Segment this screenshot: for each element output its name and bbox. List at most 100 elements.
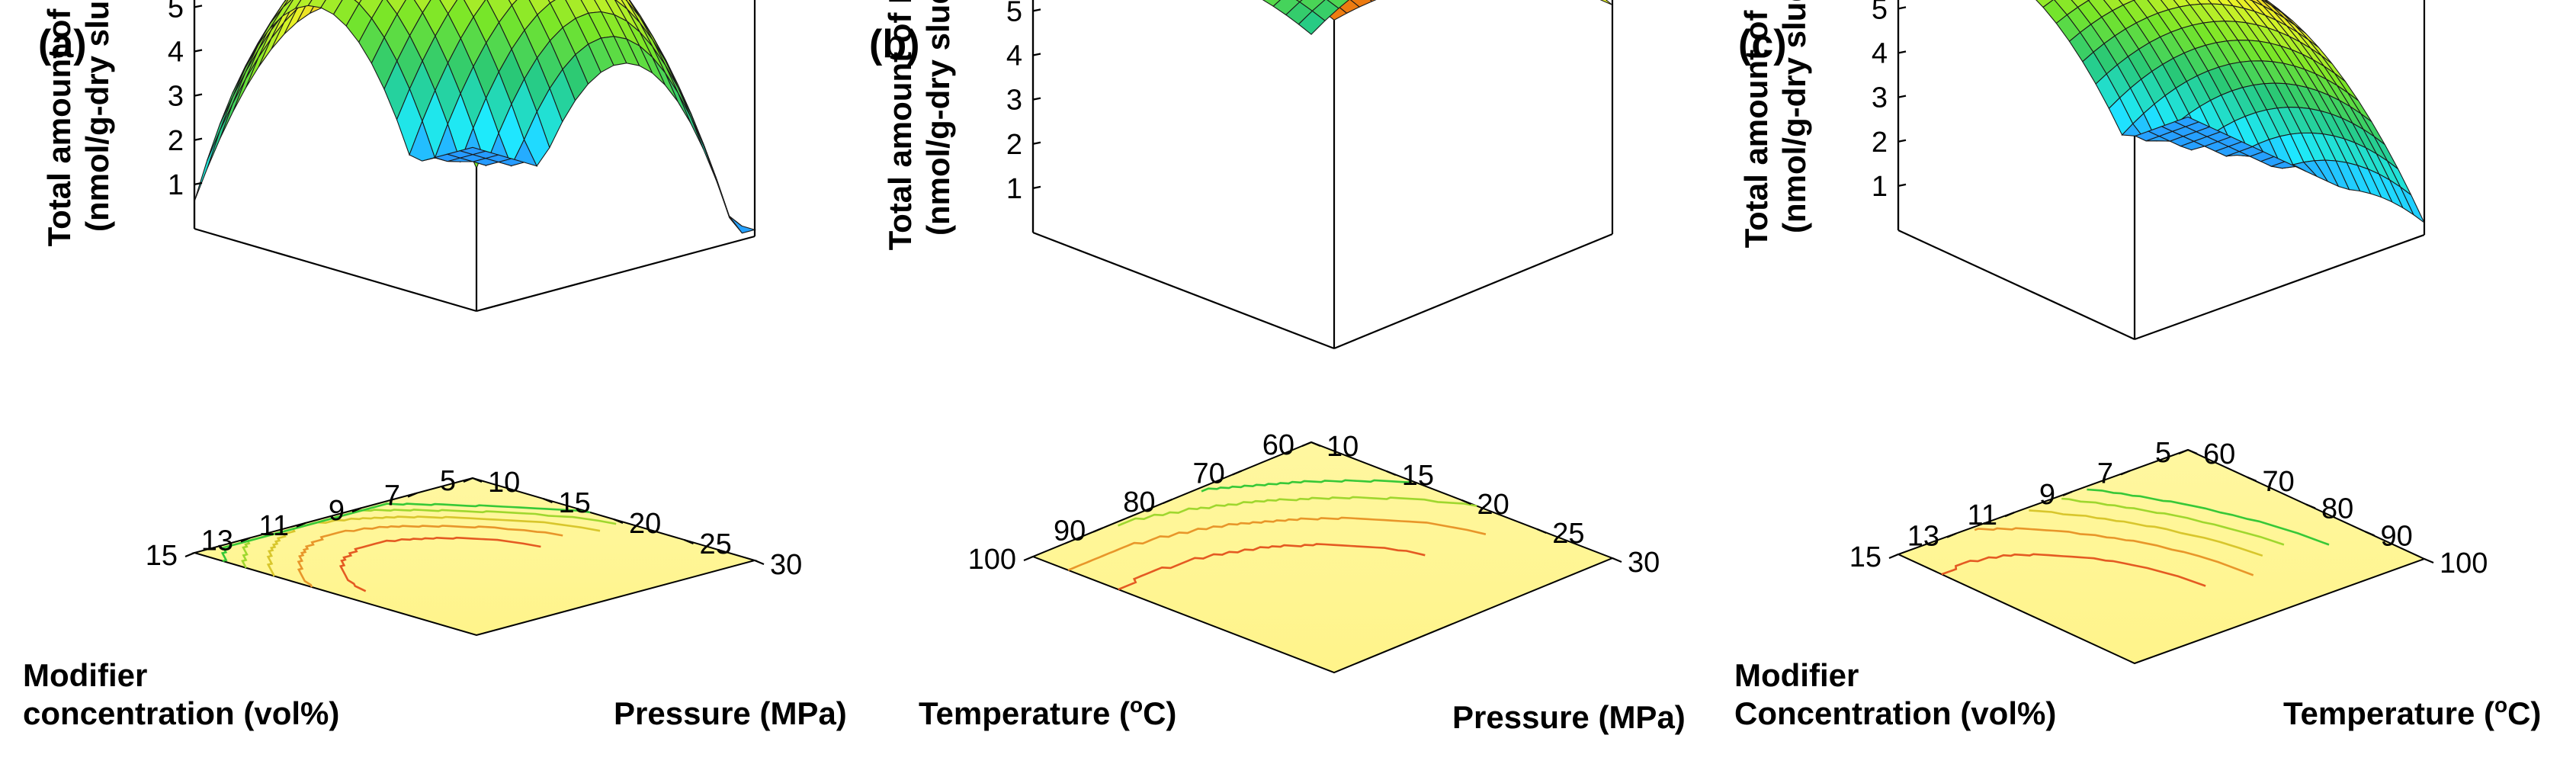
left-axis-tick-label: 100 [968, 544, 1016, 576]
z-axis-title: Total amount of PLEL(nmol/g-dry sludge) [1738, 0, 1812, 248]
right-axis-tick-mark [754, 559, 765, 566]
z-tick-mark [1898, 139, 1907, 143]
contour-line [1201, 479, 1413, 493]
contour-line [297, 525, 563, 588]
z-axis-title-line: Total amount of PLEL [41, 0, 77, 246]
z-tick-label: 4 [168, 37, 184, 69]
left-axis-tick-label: 13 [1907, 521, 1939, 553]
z-tick-label: 5 [1006, 0, 1022, 27]
z-tick-label: 1 [1872, 171, 1888, 203]
z-tick-label: 3 [1006, 85, 1022, 117]
surface-cell [232, 50, 259, 104]
left-axis-title-line: Modifier [23, 657, 147, 693]
panel-a: 12345678Total amount of PLEL(nmol/g-dry … [23, 0, 847, 731]
left-axis-tick-label: 5 [2155, 437, 2171, 469]
right-axis-tick-label: 10 [1326, 431, 1359, 463]
z-tick-label: 4 [1872, 38, 1888, 70]
z-tick-label: 5 [168, 0, 184, 24]
surface-cell [220, 79, 246, 140]
panel-c: 12345678Total amount of PLEL(nmol/g-dry … [1734, 0, 2541, 731]
right-axis-tick-mark [1612, 557, 1622, 563]
left-axis-tick-mark [1301, 441, 1312, 448]
z-tick-mark [1898, 50, 1907, 54]
left-axis-tick-label: 9 [329, 495, 345, 527]
left-axis-tick-label: 90 [1054, 515, 1086, 547]
surface-cell [413, 0, 431, 14]
contour-line [266, 515, 601, 577]
left-axis-tick-mark [1023, 555, 1034, 562]
contour-line [2029, 509, 2263, 557]
left-axis-tick-label: 9 [2039, 479, 2055, 511]
surface-cell [508, 0, 518, 6]
z-tick-label: 3 [168, 81, 184, 113]
left-axis-title-text: Temperature ( [919, 695, 1130, 731]
z-tick-label: 1 [1006, 173, 1022, 205]
left-axis-tick-label: 60 [1262, 429, 1294, 461]
left-axis-tick-mark [1163, 498, 1173, 505]
right-axis-tick-mark [2365, 531, 2375, 537]
z-tick-label: 2 [1872, 127, 1888, 159]
left-axis-tick-label: 7 [2097, 457, 2113, 490]
left-axis-title-superscript: o [1130, 693, 1143, 717]
back-bottom-edge-left [1032, 231, 1335, 350]
z-axis-title-line: Total amount of PLEL [882, 0, 918, 250]
left-axis-tick-mark [2178, 448, 2189, 455]
surface-cell [664, 72, 691, 124]
contour-line [220, 502, 591, 563]
z-tick-mark [1032, 97, 1041, 101]
contour-line [1118, 496, 1477, 527]
right-axis-tick-mark [613, 518, 624, 525]
right-axis-tick-label: 10 [488, 467, 520, 499]
z-tick-label: 4 [1006, 40, 1022, 72]
contour-line [1118, 543, 1426, 591]
right-axis-tick-label: 15 [1402, 460, 1434, 492]
left-axis-tick-mark [296, 522, 306, 528]
contour-line [338, 536, 541, 592]
right-axis-title-line: Pressure (MPa) [1452, 699, 1686, 735]
left-axis-tick-label: 80 [1123, 486, 1155, 518]
panel-label: (c) [1738, 22, 1787, 66]
left-axis-tick-mark [351, 507, 362, 513]
surface-cell [207, 103, 233, 169]
floor-plane [1896, 448, 2427, 665]
right-axis-tick-mark [1536, 528, 1547, 534]
z-tick-mark [194, 181, 203, 185]
left-axis-tick-mark [407, 492, 418, 498]
left-axis-tick-label: 11 [1968, 499, 1997, 531]
surface-mesh [1262, 0, 1613, 35]
back-bottom-edge-right [1333, 233, 1613, 350]
z-tick-mark [1898, 183, 1907, 187]
left-axis-title-line: Modifier [1734, 657, 1859, 693]
right-axis-tick-label: 30 [1628, 547, 1660, 579]
z-tick-mark [1032, 141, 1041, 145]
right-axis-title-line: Pressure (MPa) [614, 695, 847, 731]
back-bottom-edge-right [476, 235, 755, 313]
floor-plane [191, 477, 758, 637]
contour-line [2061, 497, 2285, 546]
surface-cell [294, 0, 313, 9]
z-axis-title-line: Total amount of PLEL [1738, 0, 1774, 248]
left-axis-tick-mark [1092, 527, 1103, 533]
z-tick-mark [1032, 8, 1041, 12]
surface-cell [1350, 0, 1373, 8]
surface-cell [194, 130, 220, 202]
left-axis-tick-label: 15 [1849, 541, 1881, 573]
surface-cell [1369, 0, 1377, 2]
left-axis-tick-label: 11 [259, 510, 289, 542]
surface-mesh [194, 0, 757, 234]
back-bottom-edge-right [2134, 233, 2425, 341]
surface-mesh [2035, 0, 2425, 223]
right-axis-tick-label: 25 [700, 528, 732, 560]
z-tick-label: 2 [1006, 129, 1022, 161]
z-tick-mark [194, 49, 203, 53]
surface-cell [207, 97, 233, 161]
right-axis-tick-label: 90 [2381, 520, 2413, 552]
right-axis-title-text: Temperature ( [2283, 695, 2494, 731]
left-axis-tick-label: 5 [440, 465, 456, 497]
contour-line [2087, 488, 2330, 546]
back-bottom-edge-left [1898, 230, 2135, 340]
z-tick-mark [1032, 53, 1041, 56]
right-axis-tick-mark [2187, 448, 2198, 455]
left-axis-title: Temperature (oC) [919, 693, 1176, 731]
